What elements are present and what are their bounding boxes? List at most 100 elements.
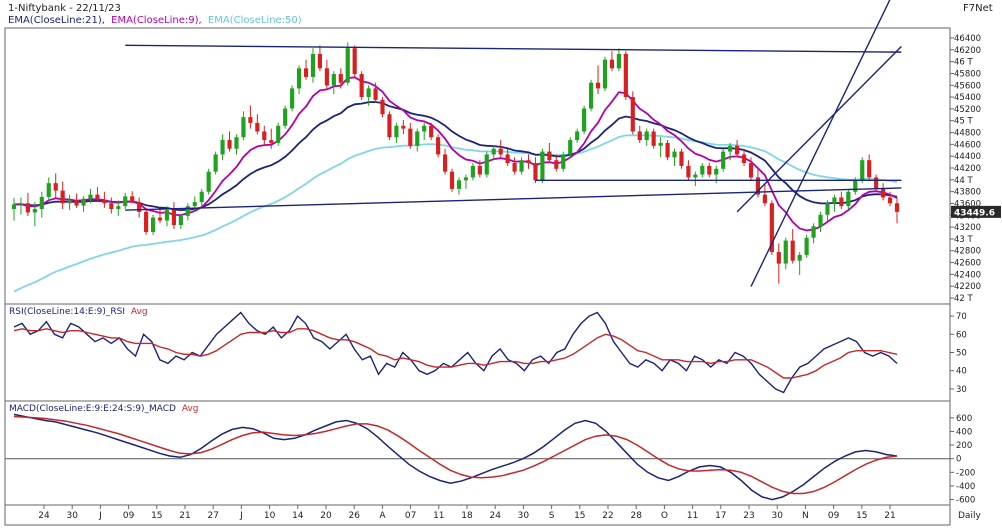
price-tick-label: 45200 [954,105,981,115]
price-tick-label: 42600 [954,259,981,269]
price-panel[interactable] [4,27,951,305]
price-tick-label: 44600 [954,140,981,150]
time-tick-label: 11 [687,511,698,521]
candle-down [533,163,538,181]
candle-up [185,206,190,216]
candle-up [470,165,475,178]
price-tick-label: 45 T [954,117,974,127]
macd-tick-label: -200 [956,468,975,478]
candle-up [116,206,121,209]
candle-up [811,226,816,238]
candle-down [144,211,149,232]
candle-down [755,177,761,195]
candle-down [60,190,65,204]
last-price-tag [951,205,1001,218]
macd-panel[interactable] [4,400,951,506]
candle-up [234,137,239,149]
candle-down [498,148,503,155]
candle-up [199,191,204,203]
candle-up [206,171,211,192]
candle-down [227,140,232,149]
candle-down [109,203,114,209]
candle-down [707,165,712,175]
candle-up [46,183,51,197]
candle-down [303,68,309,77]
price-tick-label: 43600 [954,199,981,209]
candle-up [150,217,156,232]
ema-layer [13,76,898,293]
candle-up [818,214,823,227]
candle-up [582,108,587,132]
candle-down [359,74,364,98]
time-tick-label: 15 [574,511,585,521]
candle-up [123,196,128,207]
candle-up [693,174,698,178]
candle-up [415,131,420,146]
price-tick-label: 43800 [954,188,981,198]
candle-up [644,131,649,141]
price-tick-label: 43200 [954,223,981,233]
candle-down [637,131,642,141]
candle-up [602,59,608,89]
time-tick-label: 10 [264,511,276,521]
candle-down [630,97,635,132]
candle-up [728,145,733,152]
candle-up [366,88,371,98]
price-tick-label: 42800 [954,247,981,257]
candle-down [25,203,30,213]
time-tick-label: S [549,511,555,521]
legend-ema9: EMA(CloseLine:9), [111,15,202,26]
macd-avg-line [13,415,898,495]
candle-down [387,114,392,138]
candle-down [609,59,615,69]
price-tick-label: 45600 [954,81,981,91]
macd-title-text: MACD(CloseLine:E:9:E:24:S:9)_MACD [9,404,176,414]
rsi-panel[interactable] [4,303,951,402]
candle-up [345,48,350,83]
rsi-title-text: RSI(CloseLine:14:E:9)_RSI [9,307,125,317]
legend-ema21: EMA(CloseLine:21), [8,15,105,26]
candle-down [429,125,434,138]
time-tick-label: 20 [320,511,332,521]
candle-down [894,203,900,212]
candle-up [832,197,837,204]
candle-up [846,191,851,207]
candle-down [255,122,260,132]
macd-tick-label: -600 [956,496,975,506]
time-tick-label: 23 [743,511,754,521]
candle-up [39,196,44,209]
candle-down [352,48,357,75]
rsi-tick-label: 50 [956,349,967,359]
candle-down [171,210,176,226]
candle-up [860,160,865,181]
candle-down [436,137,441,155]
price-tick-label: 43 T [954,235,974,245]
price-tick-label: 42 T [954,294,974,304]
candle-down [317,53,323,69]
candle-up [213,154,218,172]
candle-up [81,198,86,206]
time-tick-label: 24 [489,511,501,521]
candle-down [881,188,886,198]
candle-up [32,208,37,213]
candle-up [463,177,469,181]
price-tick-label: 44800 [954,129,981,139]
time-tick-label: O [661,511,668,521]
time-tick-label: 18 [461,511,473,521]
time-tick-label: 21 [179,511,190,521]
time-tick-label: 07 [405,511,416,521]
time-tick-label: 30 [518,511,530,521]
candle-down [651,131,656,146]
rsi-tick-label: 30 [956,385,967,395]
candle-down [449,171,455,189]
candle-up [783,240,788,264]
candle-up [825,203,830,215]
candle-up [561,154,566,169]
price-tick-label: 44200 [954,164,981,174]
time-tick-label: 09 [828,511,840,521]
candle-down [748,163,754,178]
ema21-line [13,101,898,212]
